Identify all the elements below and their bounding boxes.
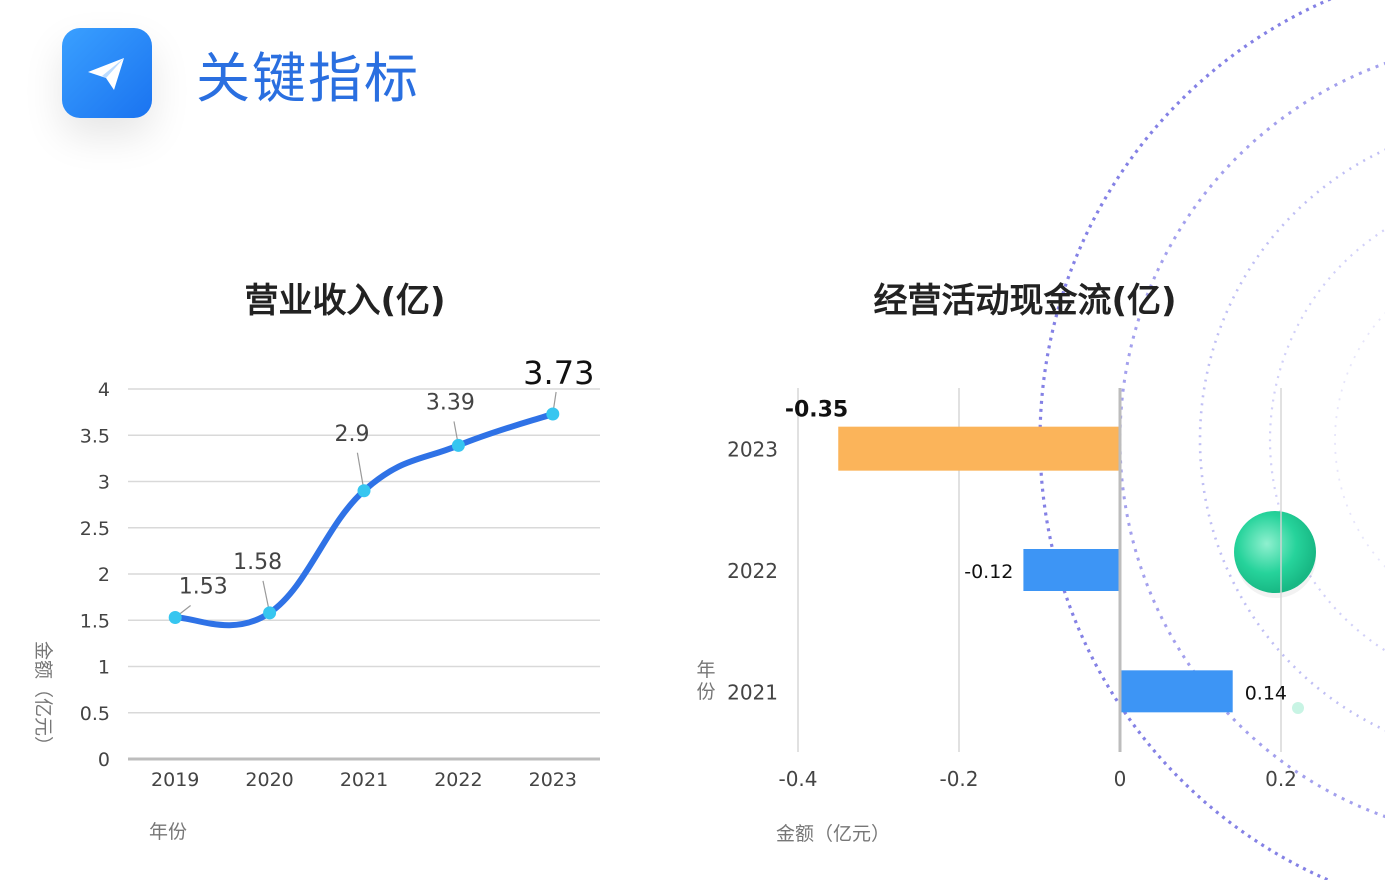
dotted-arc — [1268, 228, 1385, 652]
y-tick-label: 0 — [98, 749, 110, 771]
x-tick-label: -0.2 — [939, 767, 978, 791]
header-icon-tile — [62, 28, 152, 118]
cashflow-chart-title: 经营活动现金流(亿) — [873, 281, 1177, 321]
y-tick-label: 0.5 — [80, 703, 110, 725]
bar — [1023, 549, 1120, 591]
y-tick-label: 2023 — [727, 438, 778, 462]
x-tick-label: 0.2 — [1265, 767, 1297, 791]
x-tick-label: -0.4 — [778, 767, 817, 791]
y-tick-label: 2 — [98, 564, 110, 586]
x-tick-label: 2023 — [529, 769, 577, 791]
y-tick-label: 1.5 — [80, 610, 110, 632]
data-label: -0.12 — [964, 561, 1013, 583]
y-tick-label: 2.5 — [80, 518, 110, 540]
data-label: 0.14 — [1245, 682, 1287, 704]
green-orb — [1234, 511, 1316, 593]
data-label: 2.9 — [335, 422, 370, 447]
revenue-chart-title: 营业收入(亿) — [244, 281, 446, 321]
x-axis-title: 年份 — [149, 821, 187, 843]
paper-plane-icon — [88, 58, 124, 90]
y-tick-label: 3 — [98, 472, 110, 494]
data-label: 1.53 — [179, 574, 228, 599]
y-tick-label: 3.5 — [80, 425, 110, 447]
x-tick-label: 2021 — [340, 769, 388, 791]
x-tick-label: 2020 — [245, 769, 293, 791]
x-tick-label: 0 — [1114, 767, 1127, 791]
x-tick-label: 2022 — [434, 769, 482, 791]
data-point — [546, 407, 560, 421]
y-tick-label: 2022 — [727, 559, 778, 583]
page-title: 关键指标 — [196, 47, 420, 110]
data-label: -0.35 — [785, 398, 848, 423]
data-label: 3.73 — [523, 354, 594, 392]
y-tick-label: 2021 — [727, 680, 778, 704]
data-point — [263, 606, 277, 620]
bar — [1120, 670, 1233, 713]
bar — [838, 426, 1120, 471]
x-tick-label: 2019 — [151, 769, 199, 791]
y-axis-title: 年份 — [696, 659, 715, 703]
data-label: 1.58 — [233, 550, 282, 575]
data-point — [451, 438, 465, 452]
y-tick-label: 4 — [98, 379, 110, 401]
data-point — [357, 484, 371, 498]
data-point — [168, 610, 182, 624]
small-orb — [1292, 702, 1304, 714]
y-axis-title: 金额（亿元） — [32, 641, 54, 755]
data-label: 3.39 — [426, 390, 475, 415]
x-axis-title: 金额（亿元） — [776, 823, 890, 845]
y-tick-label: 1 — [98, 657, 110, 679]
